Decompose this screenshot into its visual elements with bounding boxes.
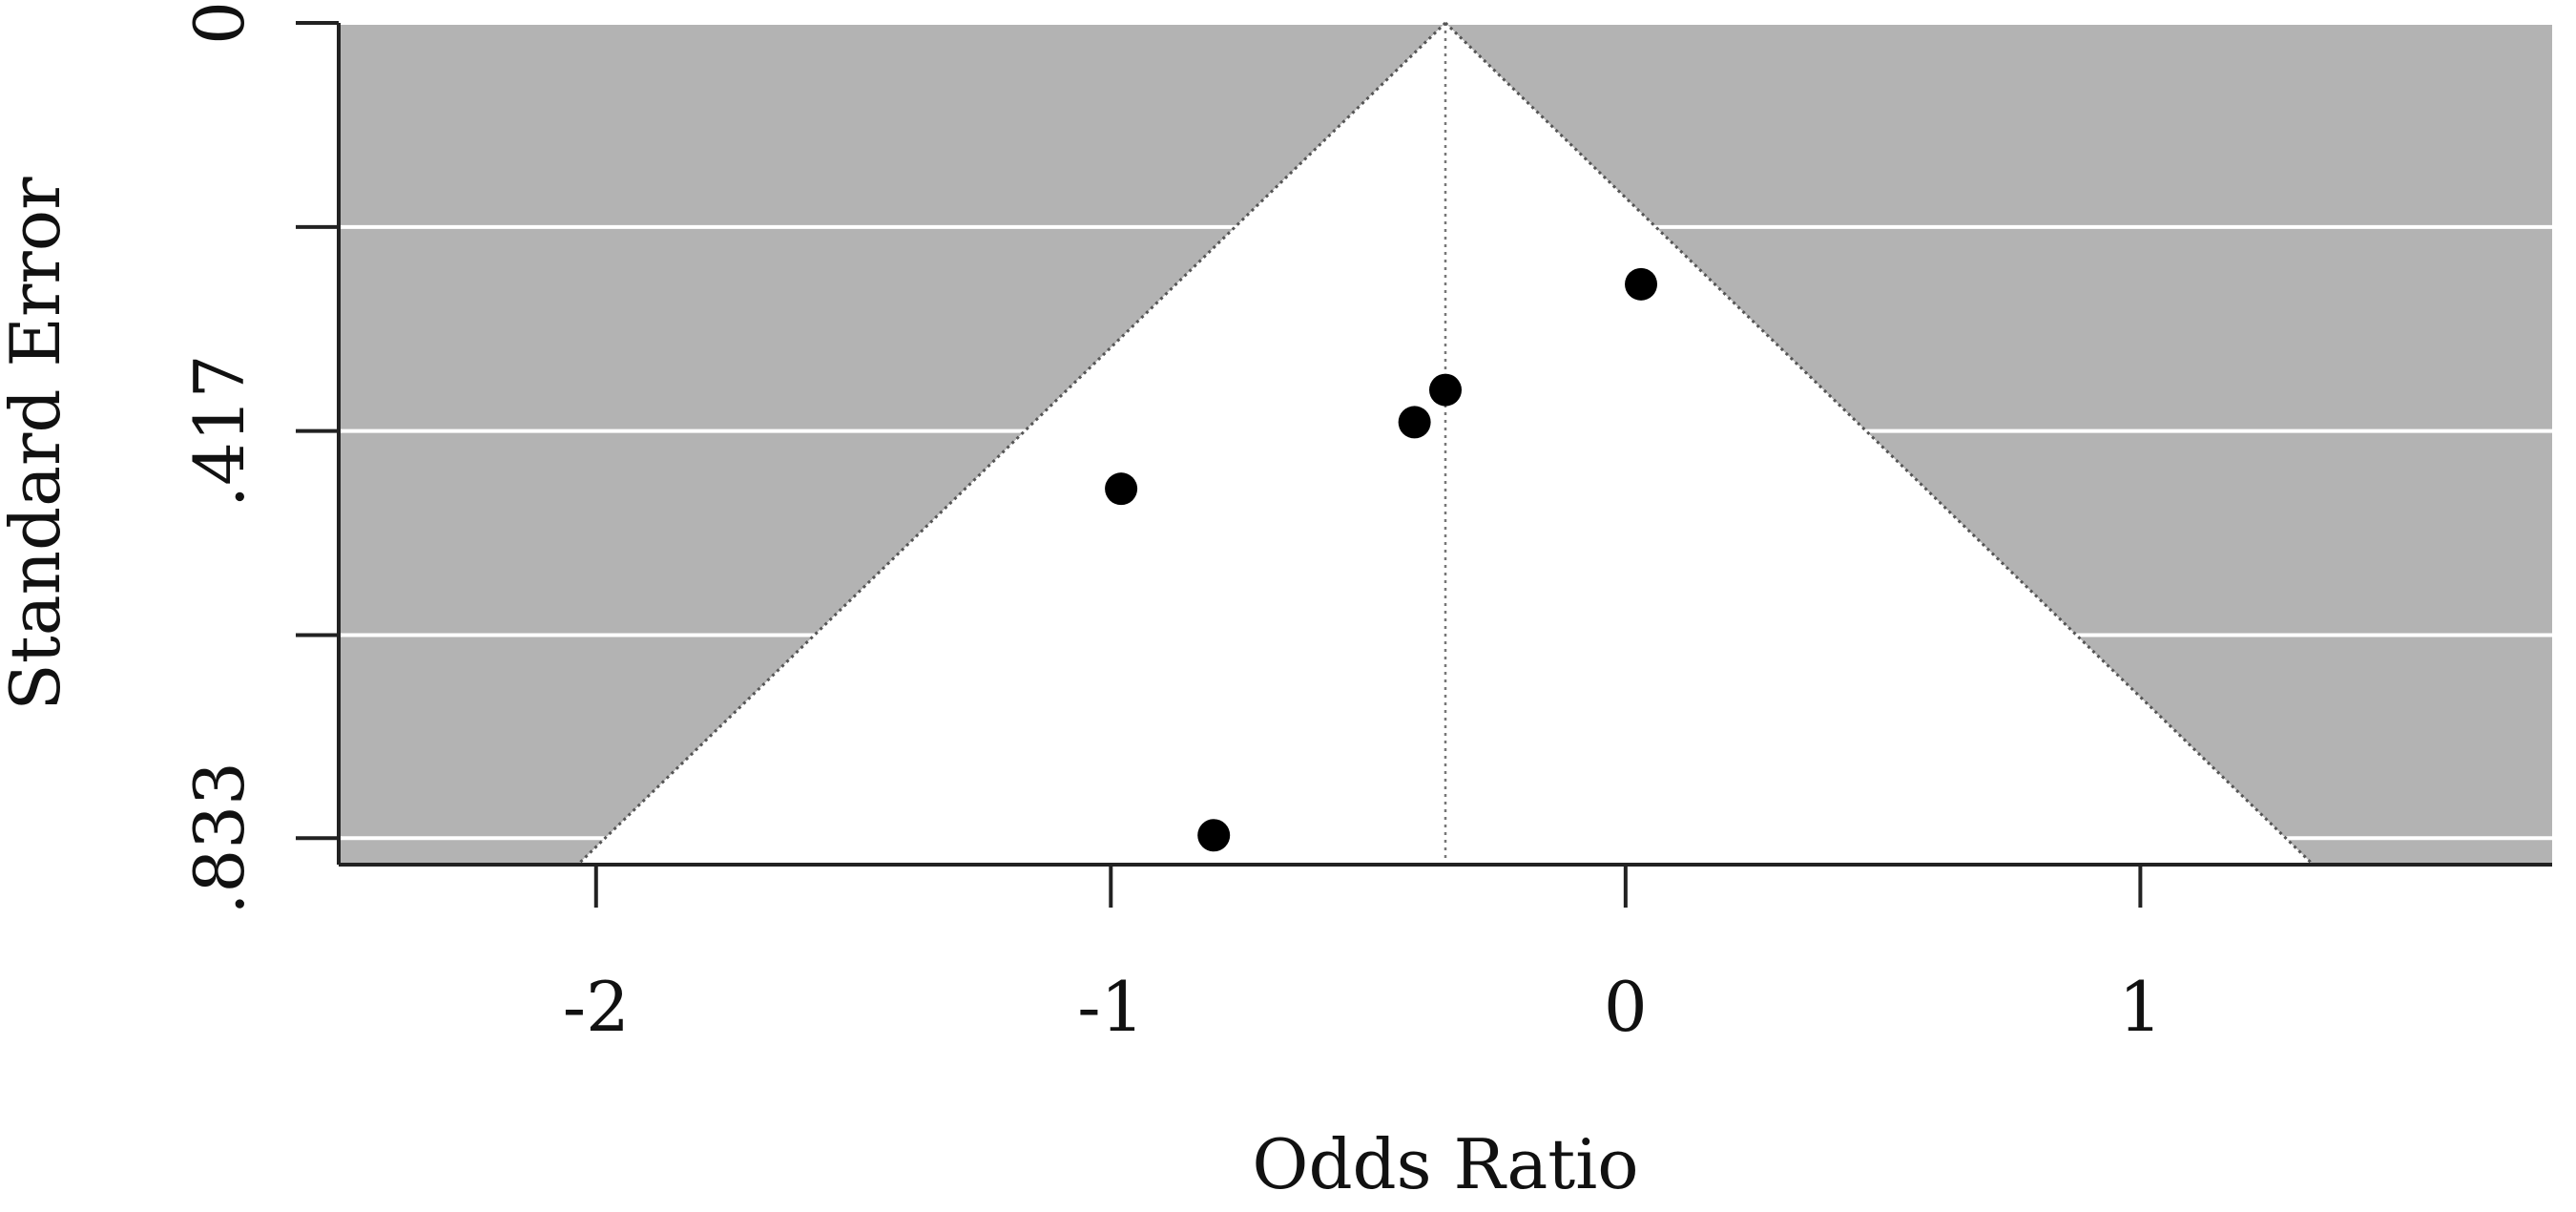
data-point <box>1625 267 1658 301</box>
x-axis-ticks: -2 -1 0 1 <box>563 865 2162 1047</box>
x-axis-title: Odds Ratio <box>1252 1124 1638 1204</box>
data-point <box>1429 373 1462 407</box>
x-tick-label: -2 <box>563 967 630 1047</box>
y-axis-ticks: 0 .417 .833 <box>179 1 339 914</box>
funnel-right-edge <box>1444 21 2315 867</box>
y-tick-label: .417 <box>179 355 260 508</box>
data-points <box>1105 267 1658 852</box>
data-point <box>1398 406 1431 439</box>
data-point <box>1105 472 1138 506</box>
y-tick-label: 0 <box>179 1 260 45</box>
funnel-left-edge <box>576 21 1447 867</box>
x-tick-label: 0 <box>1604 967 1648 1047</box>
y-tick-label: .833 <box>179 762 260 914</box>
x-tick-label: 1 <box>2118 967 2162 1047</box>
x-tick-label: -1 <box>1077 967 1144 1047</box>
y-axis-title: Standard Error <box>0 177 75 711</box>
data-point <box>1197 819 1231 852</box>
